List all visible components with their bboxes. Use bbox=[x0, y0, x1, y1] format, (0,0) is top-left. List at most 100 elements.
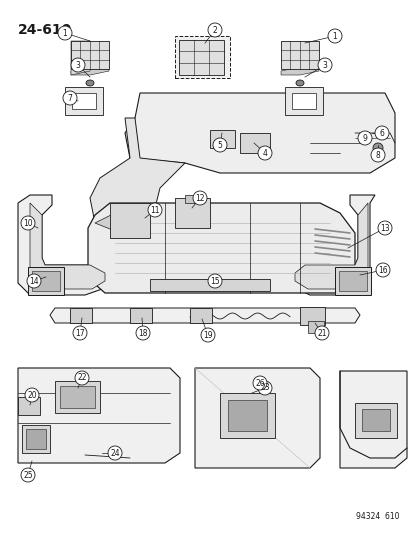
Circle shape bbox=[375, 263, 389, 277]
Circle shape bbox=[25, 388, 39, 402]
Bar bbox=[228, 400, 266, 431]
Bar bbox=[28, 267, 64, 295]
Text: 19: 19 bbox=[203, 330, 212, 340]
Text: 12: 12 bbox=[195, 193, 204, 203]
Bar bbox=[55, 381, 100, 413]
Circle shape bbox=[75, 371, 89, 385]
Text: 8: 8 bbox=[375, 150, 380, 159]
Text: 3: 3 bbox=[76, 61, 80, 69]
Bar bbox=[185, 195, 199, 203]
Circle shape bbox=[63, 91, 77, 105]
Text: 6: 6 bbox=[379, 128, 384, 138]
Circle shape bbox=[192, 191, 206, 205]
Bar bbox=[65, 87, 103, 115]
Circle shape bbox=[201, 328, 214, 342]
Circle shape bbox=[212, 138, 226, 152]
Ellipse shape bbox=[86, 80, 94, 86]
Text: 24: 24 bbox=[110, 448, 119, 457]
Bar bbox=[209, 130, 235, 148]
Bar bbox=[334, 267, 370, 295]
Text: 16: 16 bbox=[377, 265, 387, 274]
Circle shape bbox=[357, 131, 371, 145]
Circle shape bbox=[317, 58, 331, 72]
Bar bbox=[110, 203, 150, 238]
Text: 1: 1 bbox=[332, 31, 337, 41]
Text: 3: 3 bbox=[322, 61, 327, 69]
Polygon shape bbox=[71, 67, 109, 75]
Bar bbox=[190, 308, 211, 323]
Circle shape bbox=[58, 26, 72, 40]
Bar bbox=[338, 271, 366, 291]
Text: 9: 9 bbox=[362, 133, 367, 142]
Polygon shape bbox=[50, 308, 359, 323]
Bar bbox=[18, 397, 40, 415]
Ellipse shape bbox=[295, 80, 303, 86]
Text: 26: 26 bbox=[254, 378, 264, 387]
Polygon shape bbox=[90, 118, 185, 233]
Polygon shape bbox=[88, 203, 354, 293]
Text: 7: 7 bbox=[67, 93, 72, 102]
Text: 17: 17 bbox=[77, 329, 84, 334]
Polygon shape bbox=[18, 368, 180, 463]
Text: 94324  610: 94324 610 bbox=[356, 512, 399, 521]
Circle shape bbox=[207, 274, 221, 288]
Bar bbox=[72, 93, 96, 109]
Circle shape bbox=[370, 148, 384, 162]
Bar bbox=[71, 41, 109, 69]
Polygon shape bbox=[30, 203, 105, 289]
Text: 1: 1 bbox=[62, 28, 67, 37]
Circle shape bbox=[136, 326, 150, 340]
Polygon shape bbox=[294, 195, 374, 295]
Text: 15: 15 bbox=[210, 277, 219, 286]
Text: 25: 25 bbox=[23, 471, 33, 480]
Circle shape bbox=[314, 326, 328, 340]
Polygon shape bbox=[18, 195, 105, 295]
Bar bbox=[354, 403, 396, 438]
Text: 2: 2 bbox=[212, 26, 217, 35]
Bar bbox=[291, 93, 315, 109]
Polygon shape bbox=[95, 208, 154, 233]
Bar bbox=[219, 393, 274, 438]
Text: 4: 4 bbox=[262, 149, 267, 157]
Circle shape bbox=[73, 326, 87, 340]
Bar bbox=[240, 133, 269, 153]
Text: 11: 11 bbox=[150, 206, 159, 214]
Bar bbox=[70, 308, 92, 323]
Bar bbox=[175, 36, 230, 78]
Text: 22: 22 bbox=[77, 374, 87, 383]
Circle shape bbox=[108, 446, 122, 460]
Bar bbox=[22, 425, 50, 453]
Circle shape bbox=[27, 274, 41, 288]
Circle shape bbox=[21, 468, 35, 482]
Bar bbox=[280, 41, 318, 69]
Bar bbox=[284, 87, 322, 115]
Text: 23: 23 bbox=[259, 384, 269, 392]
Circle shape bbox=[147, 203, 161, 217]
Circle shape bbox=[257, 381, 271, 395]
Circle shape bbox=[374, 126, 388, 140]
Bar bbox=[307, 321, 323, 333]
Bar bbox=[130, 308, 152, 323]
Bar bbox=[150, 279, 269, 291]
Bar bbox=[26, 429, 46, 449]
Text: 17: 17 bbox=[75, 328, 85, 337]
Circle shape bbox=[207, 23, 221, 37]
Text: 21: 21 bbox=[316, 328, 326, 337]
Polygon shape bbox=[294, 203, 367, 289]
Text: 5: 5 bbox=[217, 141, 222, 149]
Circle shape bbox=[377, 221, 391, 235]
Text: 24-610: 24-610 bbox=[18, 23, 72, 37]
Polygon shape bbox=[280, 67, 318, 75]
Polygon shape bbox=[339, 371, 406, 468]
Circle shape bbox=[252, 376, 266, 390]
Text: 13: 13 bbox=[379, 223, 389, 232]
Text: 20: 20 bbox=[27, 391, 37, 400]
Bar bbox=[175, 198, 209, 228]
Bar bbox=[60, 386, 95, 408]
Bar bbox=[361, 409, 389, 431]
Text: 14: 14 bbox=[29, 277, 39, 286]
Circle shape bbox=[257, 146, 271, 160]
Circle shape bbox=[21, 216, 35, 230]
Polygon shape bbox=[71, 41, 90, 75]
Polygon shape bbox=[125, 93, 394, 173]
